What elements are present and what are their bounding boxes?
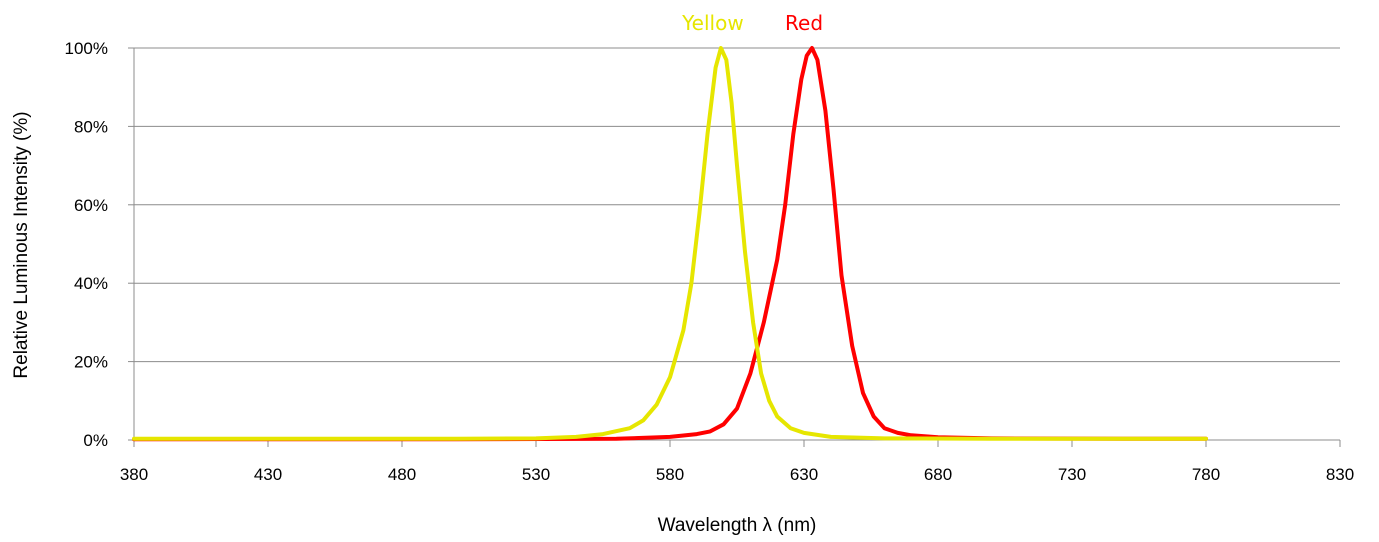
x-tick-label: 780 <box>1192 465 1220 484</box>
x-tick-label: 680 <box>924 465 952 484</box>
x-tick-label: 480 <box>388 465 416 484</box>
y-tick-label: 40% <box>74 274 108 293</box>
x-tick-label: 730 <box>1058 465 1086 484</box>
x-tick-label: 830 <box>1326 465 1354 484</box>
y-tick-label: 60% <box>74 196 108 215</box>
series-label-red: Red <box>785 11 823 35</box>
x-tick-label: 430 <box>254 465 282 484</box>
series-labels: Yellow Red <box>681 11 823 35</box>
x-tick-label: 580 <box>656 465 684 484</box>
y-tick-label: 80% <box>74 117 108 136</box>
y-axis-title: Relative Luminous Intensity (%) <box>11 111 32 378</box>
y-tick-label: 0% <box>83 431 108 450</box>
grid-lines <box>134 47 1340 363</box>
x-tick-label: 530 <box>522 465 550 484</box>
x-tick-label: 380 <box>120 465 148 484</box>
y-tick-label: 100% <box>65 39 108 58</box>
y-tick-labels: 0% 20% 40% 60% 80% 100% <box>65 39 108 450</box>
series-line-yellow <box>132 46 1208 441</box>
x-axis-title: Wavelength λ (nm) <box>658 515 817 536</box>
series-line-red <box>132 46 1208 442</box>
x-tick-labels: 380 430 480 530 580 630 680 730 780 830 <box>120 465 1354 484</box>
series-label-yellow: Yellow <box>681 11 744 35</box>
x-tick-label: 630 <box>790 465 818 484</box>
series-lines <box>132 46 1208 442</box>
y-tick-label: 20% <box>74 353 108 372</box>
